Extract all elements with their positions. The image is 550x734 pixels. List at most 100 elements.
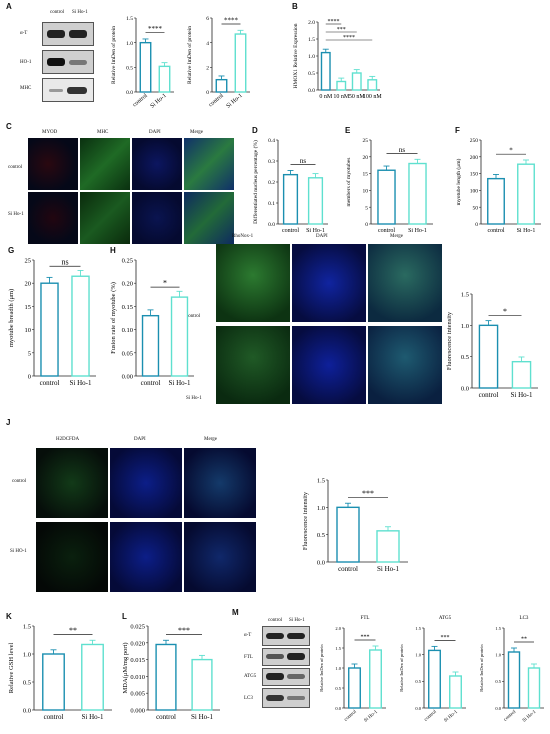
x-tick-label: Si Ho-1 [522, 709, 538, 723]
panel-label-h: H [110, 246, 116, 255]
y-tick-label: 0.020 [130, 640, 145, 647]
y-tick-label: 0 [206, 90, 209, 96]
panel-label-j: J [6, 418, 11, 427]
y-tick-label: 0.2 [268, 180, 275, 186]
micrograph-c-myod-control [28, 138, 78, 190]
significance-label: *** [337, 27, 346, 33]
micrograph-c-merge-si [184, 192, 234, 244]
micrograph-j-h2dcfda-si [36, 522, 108, 592]
panel-label-k: K [6, 612, 12, 621]
y-axis-label: Relative ImDen of protein [479, 644, 484, 692]
y-tick-label: 0.5 [461, 354, 469, 361]
bar [478, 324, 499, 389]
y-tick-label: 5 [28, 350, 31, 357]
y-axis-label: members of myotubes [345, 158, 352, 207]
mic-j-row-control: control [12, 479, 27, 484]
y-tick-label: 0.005 [130, 691, 145, 698]
bar [511, 360, 532, 389]
y-tick-label: 1.0 [317, 505, 325, 512]
blot-a-band-at [42, 22, 94, 46]
x-tick-label: control [208, 93, 225, 109]
bar-chart-m3: LC3 Relative ImDen of protein 0.0 0.5 1.0 1.5… [479, 616, 544, 724]
significance-label: ns [399, 146, 406, 154]
y-tick-label: 1.5 [126, 16, 133, 22]
blot-m-band-atg5 [262, 668, 310, 686]
mic-c-row-control: control [8, 165, 23, 170]
y-tick-label: 0.4 [268, 138, 275, 144]
blot-a-band-mhc [42, 78, 94, 102]
micrograph-i-rhonox-control [216, 244, 290, 322]
x-tick-label: control [488, 228, 505, 234]
x-tick-label: control [378, 228, 395, 234]
y-tick-label: 0.05 [122, 350, 133, 357]
y-axis-label: myotube length (μm) [455, 159, 462, 206]
micrograph-j-merge-si [184, 522, 256, 592]
y-tick-label: 150 [470, 172, 479, 178]
y-axis-label: myotube breadth (μm) [8, 289, 15, 347]
y-tick-label: 4 [206, 41, 209, 47]
significance-label: ns [300, 157, 307, 165]
y-tick-label: 0.0 [335, 706, 341, 711]
y-tick-label: 0.0 [23, 707, 31, 714]
y-tick-label: 1.5 [495, 626, 501, 631]
y-tick-label: 25 [25, 257, 32, 264]
y-tick-label: 15 [25, 304, 32, 311]
micrograph-c-merge-control [184, 138, 234, 190]
x-tick-label: 100 nM [363, 94, 383, 100]
panel-label-f: F [455, 126, 460, 135]
significance-label: **** [148, 25, 163, 33]
significance-label: ** [521, 637, 527, 643]
x-tick-label: control [132, 93, 149, 109]
blot-m-band-ftl [262, 648, 310, 666]
y-tick-label: 1.0 [126, 41, 133, 47]
y-tick-label: 0.15 [122, 304, 133, 311]
bar [158, 65, 171, 93]
bar [449, 675, 462, 709]
micrograph-j-dapi-control [110, 448, 182, 518]
mic-c-col-dapi: DAPI [149, 130, 161, 135]
bar [320, 51, 331, 91]
bar [336, 506, 360, 563]
blot-m-band-at [262, 626, 310, 646]
significance-label: ns [61, 258, 68, 267]
y-tick-label: 100 [470, 189, 479, 195]
bar-chart-a2: Relative ImDen of protein 0 2 4 6 control Si H… [186, 16, 250, 110]
micrograph-c-dapi-si [132, 192, 182, 244]
y-tick-label: 6 [206, 16, 209, 22]
mic-i-col-rhonox: RhoNox-1 [232, 234, 254, 239]
micrograph-c-mhc-control [80, 138, 130, 190]
y-tick-label: 0.20 [122, 281, 133, 288]
chart-title: ATG5 [439, 616, 452, 621]
y-tick-label: 1.5 [461, 291, 469, 298]
y-axis-label: Relative GSH level [8, 643, 15, 694]
y-axis-label: HMOX1 Relative Expression [293, 23, 299, 88]
y-tick-label: 0.0 [461, 385, 469, 392]
x-tick-label: 0 nM [319, 94, 333, 100]
micrograph-j-h2dcfda-control [36, 448, 108, 518]
micrograph-c-dapi-control [132, 138, 182, 190]
blot-m-row-atg5: ATG5 [244, 674, 257, 679]
panel-label-a: A [6, 2, 12, 11]
y-tick-label: 1.5 [415, 626, 421, 631]
bar-chart-i: Fluorescence intensity 0.0 0.5 1.0 1.5 contro… [446, 291, 538, 399]
y-tick-label: 0.5 [308, 71, 315, 77]
blot-a-row-ho1: HO-1 [20, 60, 32, 65]
bar [71, 275, 90, 377]
y-tick-label: 0.00 [122, 373, 133, 380]
bar [517, 163, 535, 225]
bar [507, 651, 521, 709]
bar [141, 314, 160, 377]
y-tick-label: 0 [28, 373, 31, 380]
bar-chart-l: MDA(μM/mg port) 0.000 0.005 0.010 0.015 0.020… [122, 623, 220, 721]
y-tick-label: 0.0 [317, 559, 325, 566]
mic-c-row-si: Si Ho-1 [8, 212, 24, 217]
bar [282, 173, 299, 225]
y-axis-label: Relative ImDen of protein [186, 26, 193, 84]
y-tick-label: 200 [470, 155, 479, 161]
micrograph-i-merge-control [368, 244, 442, 322]
y-tick-label: 1.5 [317, 477, 325, 484]
y-tick-label: 50 [473, 205, 479, 211]
mic-j-row-si: Si HO-1 [10, 549, 27, 554]
significance-label: ** [69, 626, 77, 635]
micrograph-j-merge-control [184, 448, 256, 518]
